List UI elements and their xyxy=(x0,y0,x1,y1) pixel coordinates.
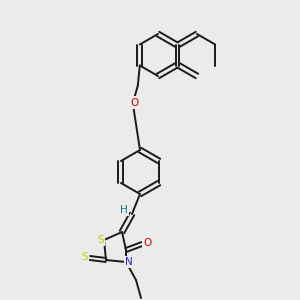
Text: N: N xyxy=(125,257,133,267)
Text: O: O xyxy=(143,238,151,248)
Text: O: O xyxy=(131,98,139,107)
Text: S: S xyxy=(98,235,104,245)
Text: H: H xyxy=(120,205,128,215)
Text: S: S xyxy=(82,252,88,262)
